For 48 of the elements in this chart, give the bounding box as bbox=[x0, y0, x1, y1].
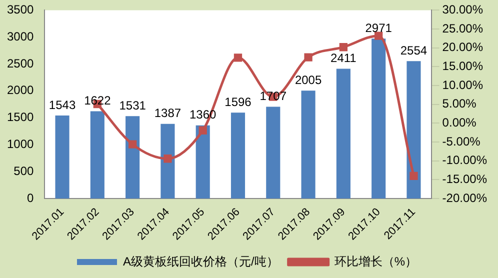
point bbox=[234, 54, 242, 62]
y2-tick-label: 30.00% bbox=[442, 2, 484, 17]
point bbox=[164, 154, 172, 163]
y2-tick-label: -5.00% bbox=[442, 134, 481, 148]
y2-tick-label: -15.00% bbox=[442, 172, 488, 186]
bar bbox=[230, 112, 246, 199]
bar bbox=[336, 68, 350, 199]
data-label: 2005 bbox=[294, 72, 322, 87]
y2-tick-label: 15.00% bbox=[442, 59, 484, 74]
data-label: 1596 bbox=[224, 94, 252, 109]
point bbox=[128, 140, 137, 148]
legend-label: 环比增长（%） bbox=[334, 254, 418, 268]
y2-tick-label: 10.00% bbox=[442, 78, 484, 92]
y2-tick-label: 5.00% bbox=[442, 96, 477, 111]
bar bbox=[90, 111, 104, 199]
bar bbox=[406, 61, 421, 199]
data-label: 1531 bbox=[119, 98, 146, 112]
data-label: 2411 bbox=[330, 51, 357, 66]
bar bbox=[301, 90, 316, 199]
y-tick-label: 0 bbox=[27, 190, 34, 205]
y-tick-label: 1500 bbox=[6, 110, 34, 124]
data-label: 1622 bbox=[84, 94, 112, 108]
bar bbox=[55, 116, 70, 199]
data-label: 1387 bbox=[154, 106, 182, 120]
point bbox=[198, 126, 207, 134]
y2-tick-label: -10.00% bbox=[442, 153, 488, 168]
bar bbox=[372, 38, 386, 199]
y2-tick-label: -20.00% bbox=[442, 190, 488, 205]
data-label: 2554 bbox=[400, 43, 428, 58]
y-tick-label: 1000 bbox=[6, 137, 34, 152]
point bbox=[339, 43, 348, 52]
legend-label: A级黄板纸回收价格（元/吨） bbox=[122, 254, 278, 268]
y-tick-label: 500 bbox=[14, 164, 34, 178]
data-label: 2971 bbox=[365, 20, 392, 35]
y2-tick-label: 0.00% bbox=[442, 116, 477, 130]
bar bbox=[266, 106, 280, 199]
y2-tick-label: 20.00% bbox=[442, 40, 484, 54]
point bbox=[410, 172, 418, 180]
y-tick-label: 2000 bbox=[6, 83, 34, 98]
bar bbox=[196, 125, 210, 199]
data-label: 1543 bbox=[48, 98, 76, 112]
bar bbox=[160, 124, 175, 199]
bar bbox=[126, 116, 140, 199]
y-tick-label: 2500 bbox=[6, 56, 34, 70]
y-tick-label: 3000 bbox=[6, 29, 34, 44]
y-tick-label: 3500 bbox=[6, 2, 34, 17]
point bbox=[304, 53, 312, 62]
y2-tick-label: 25.00% bbox=[442, 21, 484, 36]
